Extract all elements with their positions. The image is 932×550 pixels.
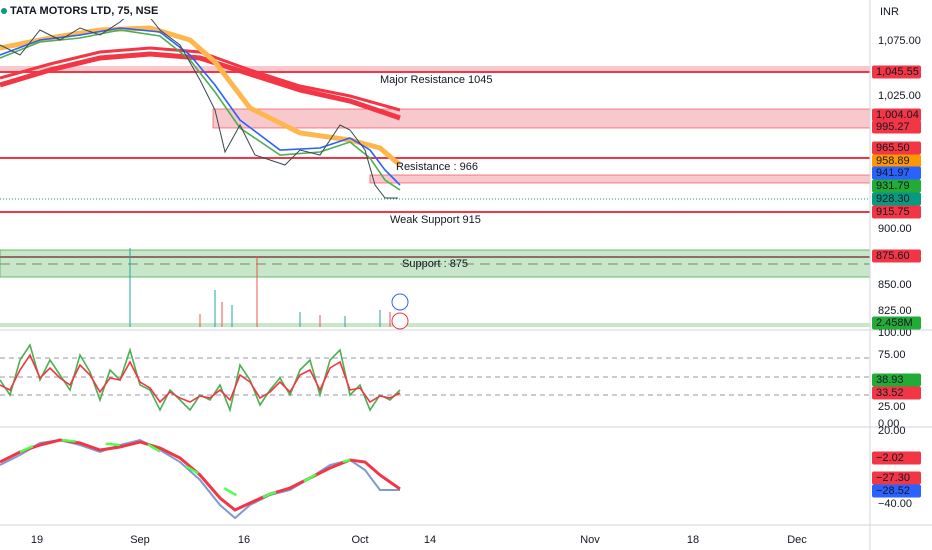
rsi-levels xyxy=(0,357,870,396)
price-tag-label: 1,004.04 xyxy=(876,109,919,121)
axis-tick-label: 25.00 xyxy=(878,401,906,413)
price-tag xyxy=(872,471,921,485)
price-tag-label: 38.93 xyxy=(876,374,904,386)
volume-bars xyxy=(129,248,381,327)
annotation: Resistance : 966 xyxy=(396,161,478,173)
price-tag xyxy=(872,451,921,465)
currency[interactable]: INR xyxy=(880,6,899,18)
axis-tick-label: 0.00 xyxy=(878,418,899,430)
symbol-title: TATA MOTORS LTD, 75, NSE xyxy=(10,5,158,17)
rsi-line xyxy=(0,343,401,413)
price-tag xyxy=(872,166,921,180)
price-tag xyxy=(872,249,921,263)
time-tick-label: Sep xyxy=(130,534,150,546)
labels: Major Resistance 1045 Resistance : 966 Wea… xyxy=(31,35,921,546)
price-tag-label: 915.75 xyxy=(876,206,910,218)
price-tag xyxy=(872,192,921,206)
resistance-zone xyxy=(212,108,871,129)
axis-tick-label: −40.00 xyxy=(878,498,912,510)
price-tag-label: −2.02 xyxy=(876,452,904,464)
price-tag xyxy=(872,141,921,155)
price-tag xyxy=(872,484,921,498)
price-tag-label: 965.50 xyxy=(876,142,910,154)
price-tag xyxy=(872,179,921,193)
axis-tick-label: 900.00 xyxy=(878,223,912,235)
rsi-signal xyxy=(0,353,401,404)
moving-average xyxy=(0,27,401,186)
price-tag-label: 931.79 xyxy=(876,180,910,192)
event-icon[interactable] xyxy=(391,293,409,311)
price-tag-label: 995.27 xyxy=(876,121,910,133)
time-tick-label: 14 xyxy=(424,534,436,546)
price-tag xyxy=(872,108,921,122)
status-dot xyxy=(1,8,7,14)
price-tag xyxy=(872,120,921,134)
price-tag xyxy=(872,154,921,168)
axis-tick-label: 850.00 xyxy=(878,279,912,291)
time-tick-label: Nov xyxy=(580,534,600,546)
price-tag-label: −28.52 xyxy=(876,485,910,497)
volume-bars xyxy=(199,256,391,327)
price-tag xyxy=(872,373,921,387)
price-tag-label: −27.30 xyxy=(876,472,910,484)
axis-tick-label: 100.00 xyxy=(878,327,912,339)
time-tick-label: 16 xyxy=(238,534,250,546)
annotation: Weak Support 915 xyxy=(390,214,481,226)
price-tag-label: 928.30 xyxy=(876,193,910,205)
resistance-zone xyxy=(0,66,870,72)
price-tag xyxy=(872,386,921,400)
price-tag-label: 958.89 xyxy=(876,155,910,167)
time-tick-label: 19 xyxy=(31,534,43,546)
header-bg xyxy=(0,3,170,19)
time-tick-label: Dec xyxy=(787,534,807,546)
axis-tick-label: 1,025.00 xyxy=(878,90,921,102)
moving-average xyxy=(0,51,401,121)
price-tag-label: 1,045.55 xyxy=(876,66,919,78)
price-tag xyxy=(872,316,921,330)
price-line xyxy=(0,4,398,199)
price-tag xyxy=(872,65,921,79)
axis-tick-label: 825.00 xyxy=(878,305,912,317)
axis-tick-label: 20.00 xyxy=(878,425,906,437)
resistance-zone xyxy=(369,174,871,184)
axis-tick-label: 75.00 xyxy=(878,349,906,361)
annotation: Support : 875 xyxy=(402,258,468,270)
price-tag xyxy=(872,205,921,219)
price-tag-label: 2.458M xyxy=(876,317,913,329)
volume-zone xyxy=(0,323,870,327)
event-icon[interactable] xyxy=(391,312,409,330)
price-tag-label: 33.52 xyxy=(876,387,904,399)
price-tag-label: 941.97 xyxy=(876,167,910,179)
annotation: Major Resistance 1045 xyxy=(380,74,493,86)
price-tag-label: 875.60 xyxy=(876,250,910,262)
time-tick-label: 18 xyxy=(687,534,699,546)
axis-tick-label: 1,075.00 xyxy=(878,35,921,47)
time-tick-label: Oct xyxy=(351,534,368,546)
